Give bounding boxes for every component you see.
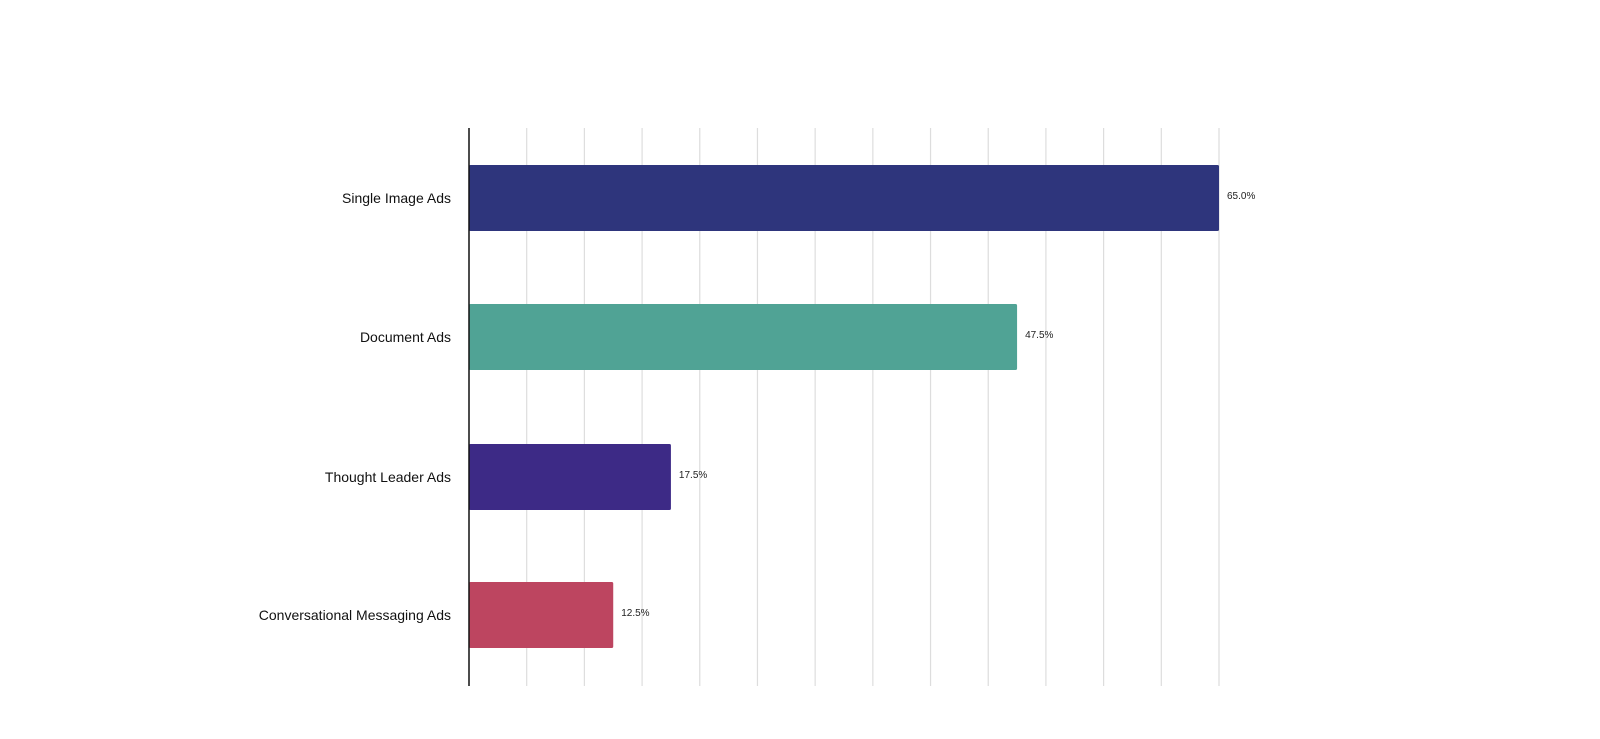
bar-thought-leader-ads <box>469 444 671 510</box>
value-label-conversational-messaging-ads: 12.5% <box>621 608 649 619</box>
value-labels: 65.0% 47.5% 17.5% 12.5% <box>621 191 1255 619</box>
category-label-conversational-messaging-ads: Conversational Messaging Ads <box>259 607 451 623</box>
bar-single-image-ads <box>469 165 1219 231</box>
value-label-document-ads: 47.5% <box>1025 330 1053 341</box>
category-label-document-ads: Document Ads <box>360 329 451 345</box>
value-label-thought-leader-ads: 17.5% <box>679 470 707 481</box>
bar-document-ads <box>469 304 1018 370</box>
category-labels: Single Image Ads Document Ads Thought Lead… <box>259 190 451 623</box>
bar-conversational-messaging-ads <box>469 582 614 648</box>
bars <box>469 165 1219 648</box>
value-label-single-image-ads: 65.0% <box>1227 191 1255 202</box>
category-label-single-image-ads: Single Image Ads <box>342 190 451 206</box>
category-label-thought-leader-ads: Thought Leader Ads <box>325 469 451 485</box>
